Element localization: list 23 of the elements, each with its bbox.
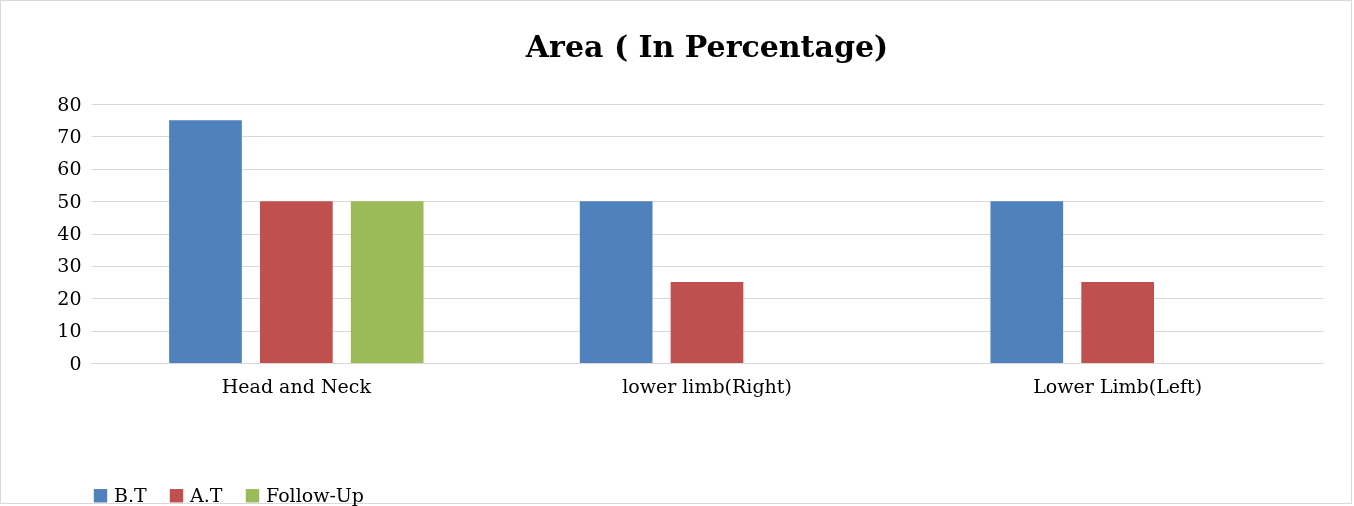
y-tick-label: 0 xyxy=(69,351,82,374)
y-tick-label: 80 xyxy=(57,92,82,115)
y-tick-label: 30 xyxy=(57,254,82,277)
bar xyxy=(579,201,653,363)
x-tick-label: lower limb(Right) xyxy=(622,374,792,397)
bar xyxy=(1081,282,1155,363)
bar xyxy=(259,201,333,363)
bar xyxy=(350,201,424,363)
legend-label: B.T xyxy=(114,483,147,506)
legend-label: A.T xyxy=(189,483,223,506)
bar xyxy=(169,120,242,363)
legend-label: Follow-Up xyxy=(266,483,365,506)
y-tick-label: 20 xyxy=(57,286,82,309)
bar xyxy=(670,282,744,363)
chart-title: Area ( In Percentage) xyxy=(524,29,889,64)
y-tick-label: 10 xyxy=(57,319,82,342)
x-tick-label: Head and Neck xyxy=(221,374,372,397)
y-tick-label: 60 xyxy=(57,157,82,180)
x-tick-label: Lower Limb(Left) xyxy=(1033,374,1203,397)
bar xyxy=(990,201,1064,363)
y-tick-label: 50 xyxy=(57,189,82,212)
y-tick-label: 70 xyxy=(57,124,82,147)
y-tick-label: 40 xyxy=(57,222,82,244)
